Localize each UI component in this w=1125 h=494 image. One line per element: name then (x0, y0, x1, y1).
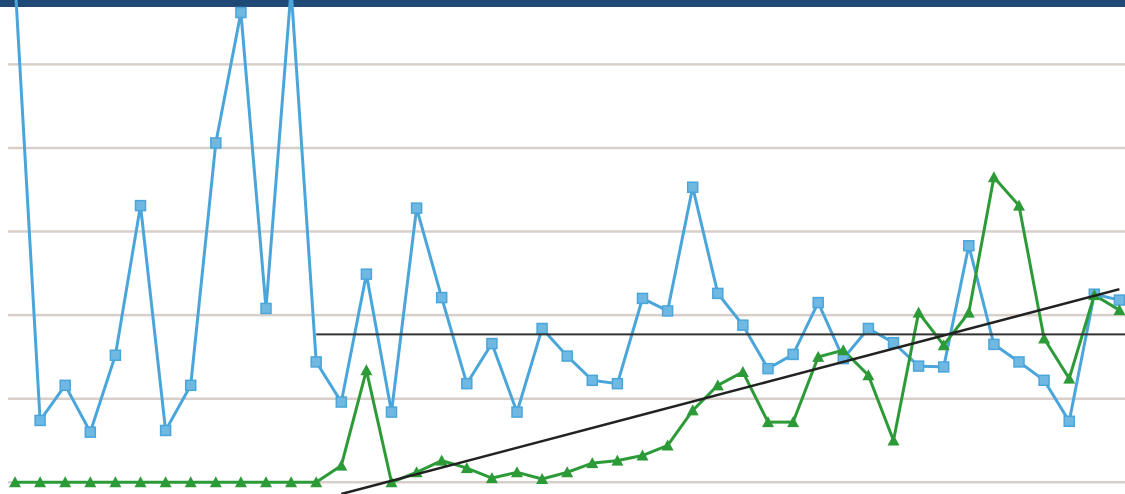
point-marker (636, 292, 649, 305)
point-marker (9, 476, 21, 488)
series-line (15, 175, 1121, 484)
point-marker (686, 181, 699, 193)
point-marker (485, 472, 498, 484)
point-marker (837, 344, 850, 356)
point-marker (410, 202, 423, 214)
point-marker (736, 365, 749, 377)
point-marker (511, 466, 523, 478)
point-marker (184, 379, 197, 392)
point-marker (962, 306, 975, 318)
point-marker (963, 239, 975, 252)
point-marker (812, 350, 825, 362)
point-marker (360, 268, 373, 280)
point-marker (34, 476, 47, 488)
point-marker (1038, 374, 1050, 387)
point-marker (712, 287, 724, 300)
point-marker (762, 362, 774, 375)
point-marker (84, 426, 97, 438)
point-marker (310, 476, 323, 488)
point-marker (937, 339, 950, 351)
point-marker (461, 377, 473, 390)
point-marker (460, 462, 473, 474)
point-marker (1063, 372, 1076, 384)
point-marker (285, 476, 298, 488)
point-marker (636, 449, 649, 461)
point-marker (360, 364, 373, 376)
point-marker (159, 424, 172, 437)
point-marker (912, 306, 925, 318)
point-marker (210, 137, 222, 149)
point-marker (1063, 415, 1075, 428)
point-marker (787, 416, 800, 428)
point-marker (1038, 332, 1051, 344)
point-marker (536, 472, 549, 484)
point-marker (184, 476, 197, 488)
point-marker (611, 454, 624, 466)
point-marker (887, 434, 900, 446)
point-marker (109, 349, 122, 361)
point-marker (862, 369, 875, 381)
point-marker (511, 406, 523, 418)
point-marker (586, 374, 599, 387)
point-marker (34, 414, 46, 427)
header-strip (0, 0, 1125, 7)
point-marker (912, 360, 925, 372)
point-marker (435, 291, 448, 304)
point-marker (234, 476, 247, 488)
point-marker (536, 322, 548, 335)
point-marker (84, 476, 97, 488)
plot-area (8, 0, 1125, 494)
point-marker (686, 404, 699, 416)
point-marker (787, 348, 799, 361)
point-marker (260, 302, 272, 315)
point-marker (159, 476, 172, 488)
point-marker (435, 454, 448, 466)
point-marker (586, 457, 599, 469)
point-marker (762, 416, 774, 428)
point-marker (134, 476, 147, 488)
point-marker (486, 337, 498, 350)
point-marker (1013, 356, 1025, 368)
trend-line (340, 288, 1120, 494)
point-marker (385, 406, 398, 418)
point-marker (1113, 304, 1125, 316)
point-marker (661, 439, 674, 451)
point-marker (1013, 199, 1025, 211)
point-marker (887, 336, 900, 349)
point-marker (235, 6, 247, 19)
point-marker (987, 171, 1000, 183)
point-marker (711, 379, 724, 391)
point-marker (661, 305, 674, 317)
point-marker (862, 322, 875, 335)
point-marker (1113, 294, 1125, 306)
point-marker (335, 459, 348, 471)
point-marker (209, 476, 222, 488)
point-marker (59, 476, 72, 488)
point-marker (59, 379, 71, 392)
point-marker (988, 338, 1000, 351)
point-marker (260, 476, 272, 488)
point-marker (812, 296, 824, 309)
point-marker (310, 356, 322, 368)
point-marker (134, 199, 147, 212)
point-marker (737, 319, 749, 331)
point-marker (611, 377, 624, 390)
point-marker (561, 466, 574, 478)
point-marker (109, 476, 122, 488)
point-marker (561, 350, 573, 362)
point-marker (937, 361, 950, 373)
point-marker (335, 396, 348, 408)
